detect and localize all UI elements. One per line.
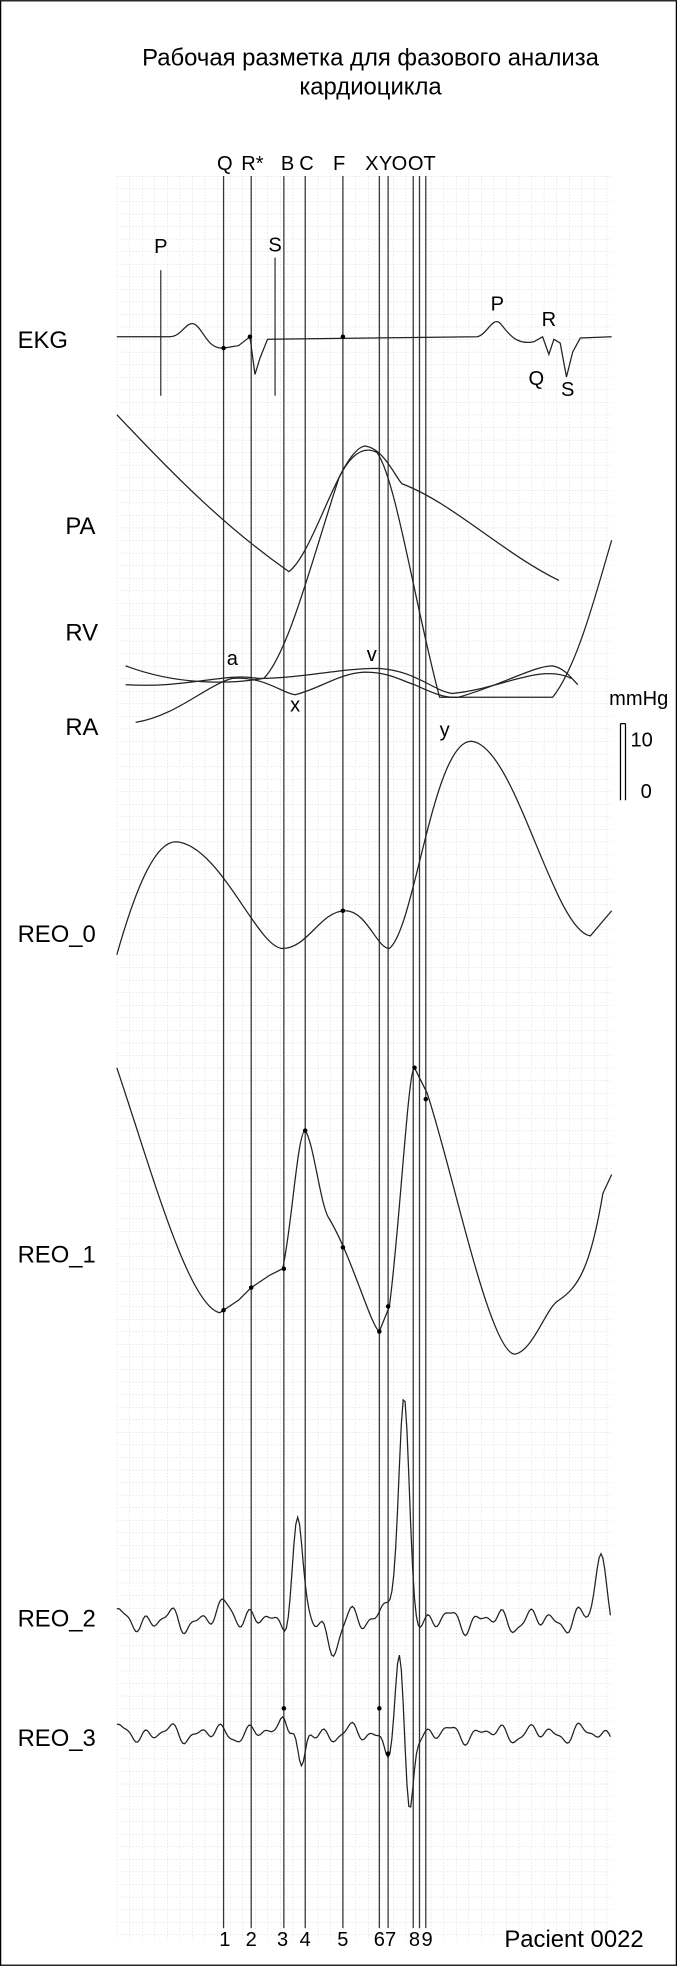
channel-label: PA <box>65 513 95 540</box>
footer: Pacient 0022 <box>504 1926 643 1953</box>
scale-bar <box>619 723 627 801</box>
annotation: R <box>542 309 557 331</box>
bottom-number: 2 <box>246 1929 257 1951</box>
annotation: a <box>227 648 239 670</box>
annotation: P <box>154 236 167 258</box>
pa-wave <box>116 414 560 582</box>
top-marker: C <box>299 153 314 175</box>
top-marker: O <box>392 153 408 175</box>
top-marker: Q <box>217 153 233 175</box>
top-marker: F <box>333 153 345 175</box>
bottom-number: 7 <box>385 1929 396 1951</box>
marker-dots <box>221 334 429 1756</box>
top-marker: T <box>423 153 435 175</box>
top-marker: O <box>408 153 424 175</box>
ra-wave2 <box>125 667 572 695</box>
scale-bottom: 0 <box>641 781 652 803</box>
marker-lines <box>222 176 427 1929</box>
channel-label: RA <box>65 714 98 741</box>
annotation: x <box>290 694 300 716</box>
channel-label: REO_1 <box>18 1241 96 1268</box>
bottom-number: 1 <box>219 1929 230 1951</box>
annotation: S <box>561 379 574 401</box>
annotation: Q <box>529 368 545 390</box>
channel-label: REO_0 <box>18 921 96 948</box>
bottom-number: 6 <box>374 1929 385 1951</box>
top-markers: Q R* B C F X Y O O T <box>217 153 436 175</box>
reo3-wave <box>116 1654 611 1808</box>
annotation: S <box>268 235 281 257</box>
bottom-number: 3 <box>277 1929 288 1951</box>
reo2-wave <box>116 1398 612 1658</box>
scale-unit: mmHg <box>609 688 668 710</box>
top-marker: B <box>281 153 294 175</box>
bottom-number: 8 <box>409 1929 420 1951</box>
bottom-number: 4 <box>300 1929 311 1951</box>
top-marker: R* <box>241 153 263 175</box>
title: Рабочая разметка для фазового анализа <box>142 44 600 71</box>
annotation: y <box>440 719 450 741</box>
channel-label: REO_3 <box>18 1725 96 1752</box>
ekg-wave <box>116 321 612 378</box>
annotation: v <box>367 644 377 666</box>
ra-wave <box>135 665 579 723</box>
bottom-number: 9 <box>421 1929 432 1951</box>
bottom-number: 5 <box>337 1929 348 1951</box>
channel-label: REO_2 <box>18 1606 96 1633</box>
reo0-wave <box>116 740 613 955</box>
scale-top: 10 <box>631 730 653 752</box>
channel-labels: EKG PA RV RA REO_0 REO_1 REO_2 REO_3 <box>18 327 99 1752</box>
annotation: P <box>491 294 504 316</box>
ekg-spikes <box>160 257 276 396</box>
title: кардиоцикла <box>299 73 442 100</box>
grid <box>116 176 612 1941</box>
top-marker: X <box>365 153 378 175</box>
top-marker: Y <box>379 153 392 175</box>
channel-label: EKG <box>18 327 68 354</box>
channel-label: RV <box>65 620 98 647</box>
